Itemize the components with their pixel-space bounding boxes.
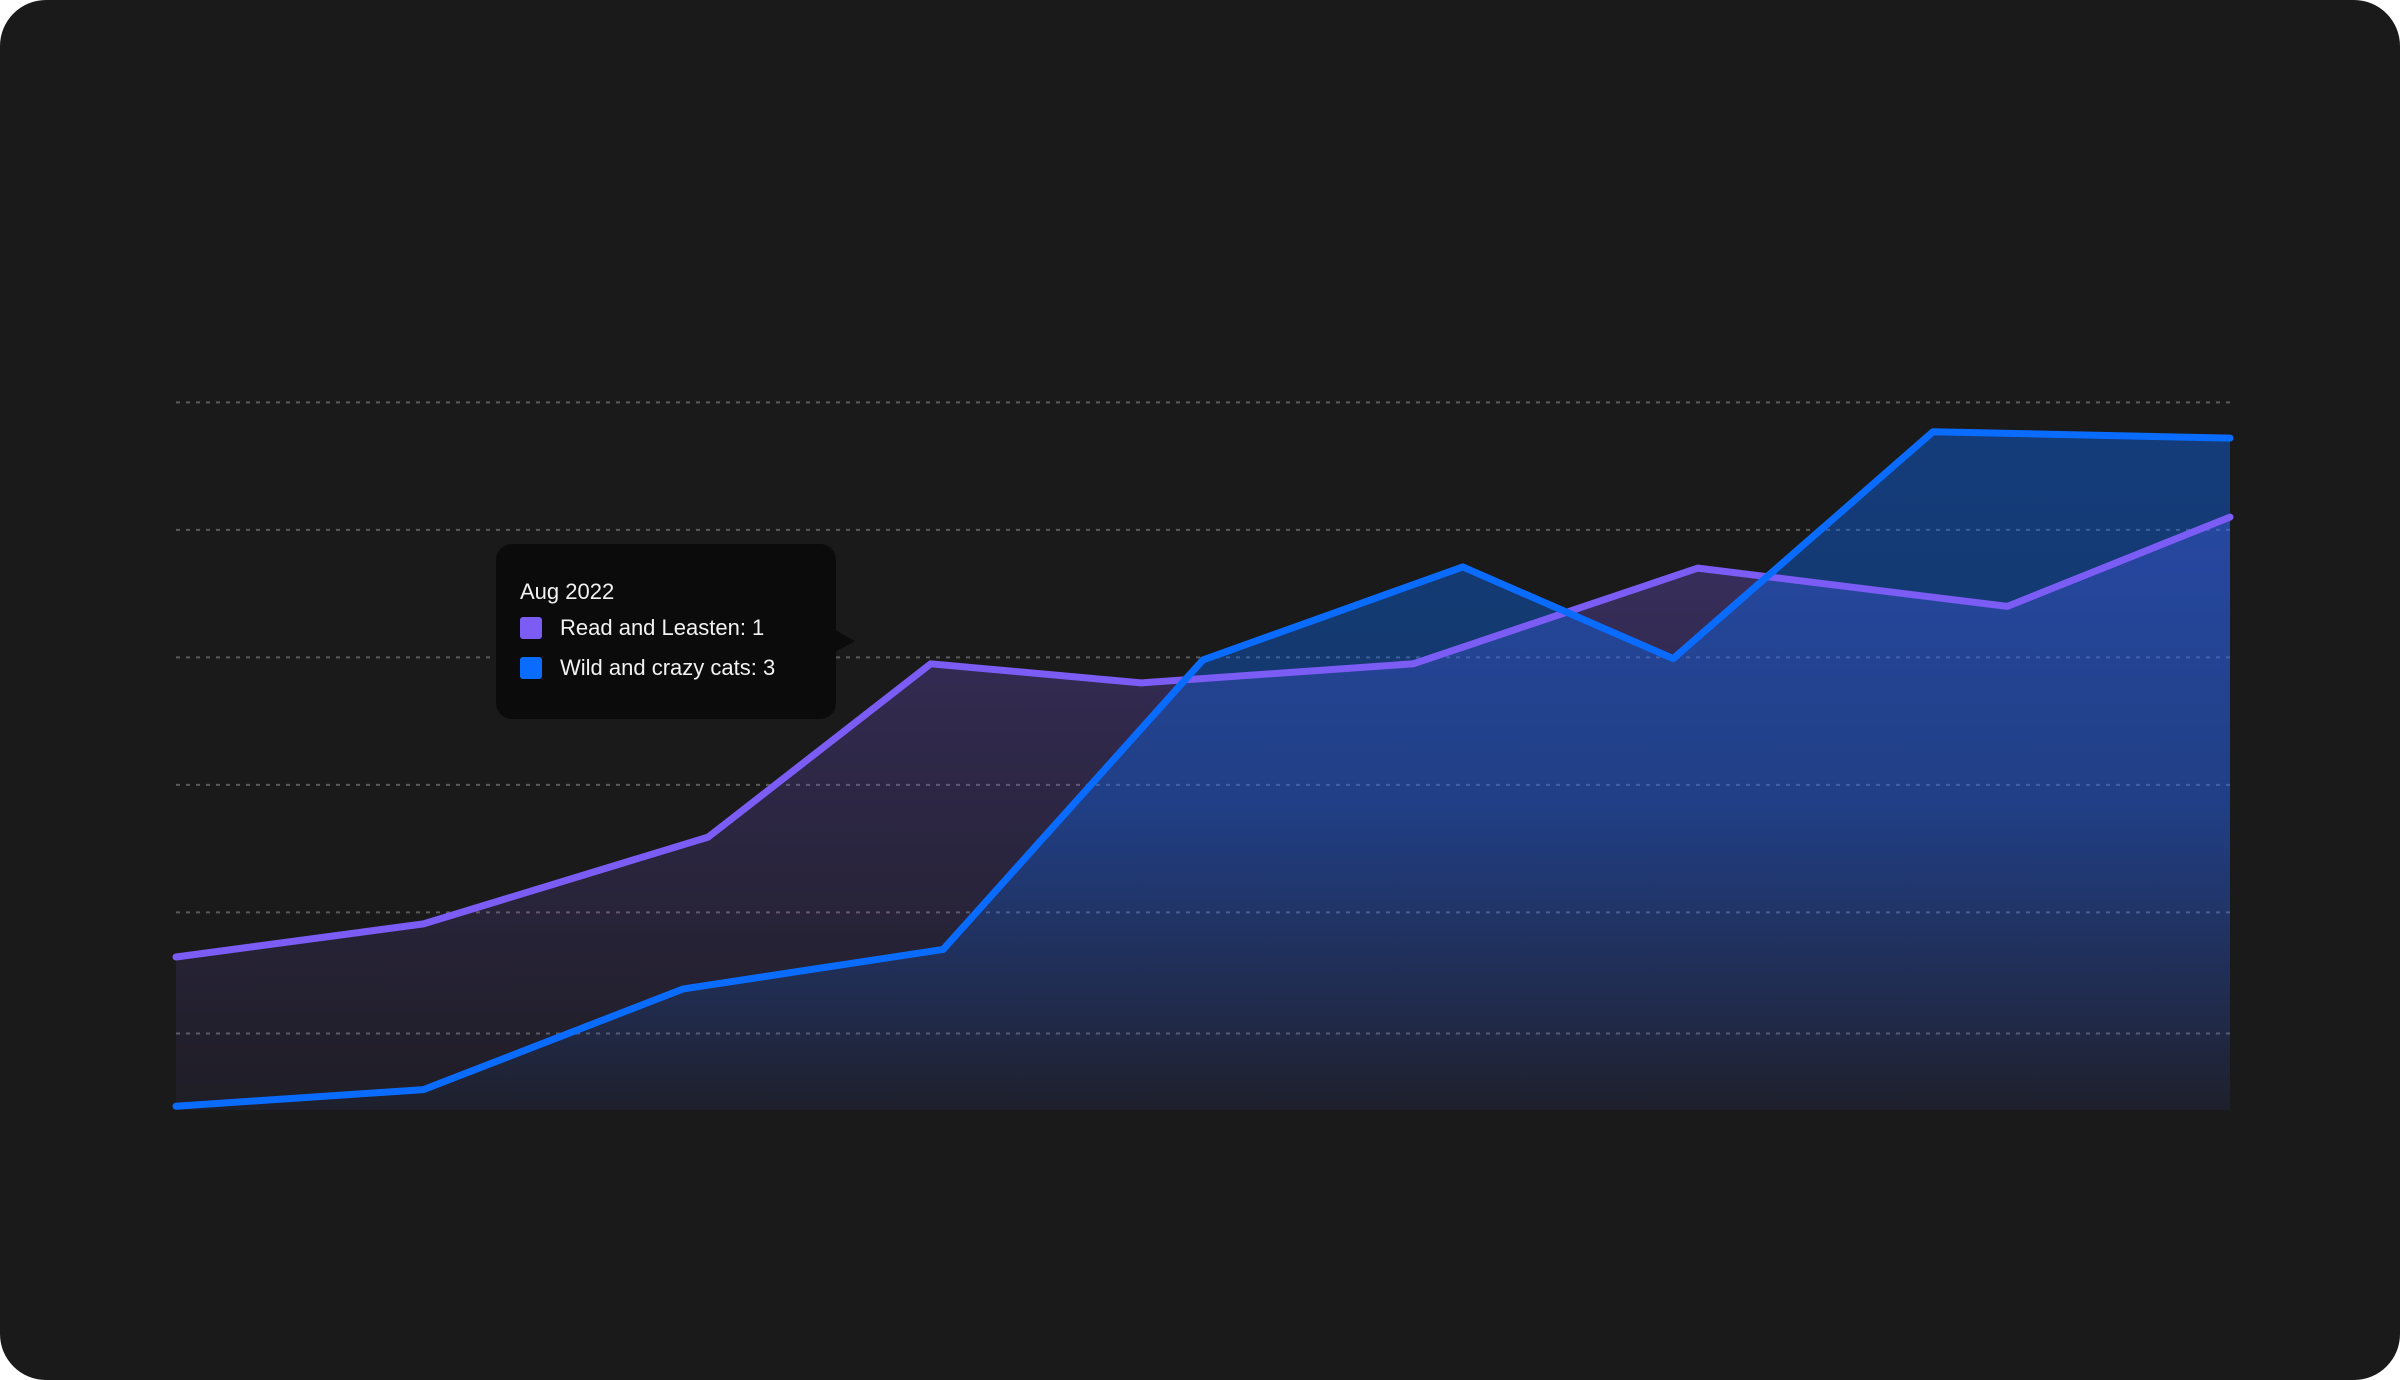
tooltip-label-series-2: Wild and crazy cats: 3	[560, 655, 776, 680]
tooltip-label-series-1: Read and Leasten: 1	[560, 615, 765, 640]
tooltip-swatch-series-2	[520, 657, 542, 679]
tooltip-arrow	[835, 630, 855, 652]
series-lines	[172, 428, 2234, 1110]
tooltip-row-series-1: Read and Leasten: 1	[520, 616, 764, 640]
series-2-line[interactable]	[172, 428, 2234, 1110]
series-areas	[176, 431, 2230, 1110]
tooltip-title: Aug 2022	[520, 579, 615, 604]
tooltip-row-series-2: Wild and crazy cats: 3	[520, 656, 775, 680]
tooltip-swatch-series-1	[520, 617, 542, 639]
series-2-area	[176, 431, 2230, 1110]
chart-tooltip: Aug 2022 Read and Leasten: 1 Wild and cr…	[496, 544, 855, 719]
series-1-line[interactable]	[172, 513, 2234, 961]
